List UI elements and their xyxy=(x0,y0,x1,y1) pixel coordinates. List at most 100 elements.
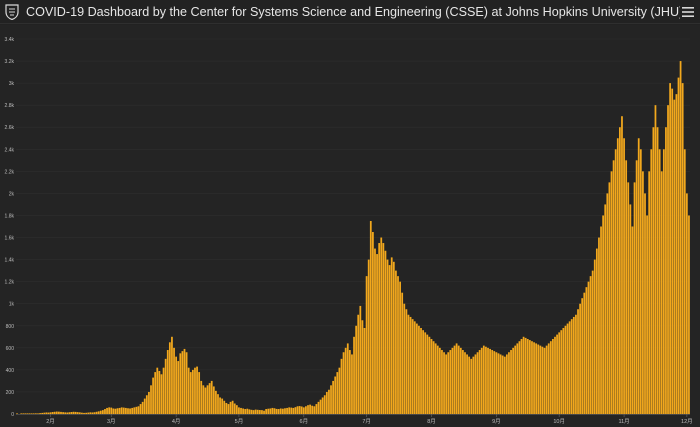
daily-case-bar[interactable] xyxy=(256,409,259,414)
daily-case-bar[interactable] xyxy=(221,398,224,414)
daily-case-bar[interactable] xyxy=(503,356,506,414)
daily-case-bar[interactable] xyxy=(45,412,48,414)
daily-case-bar[interactable] xyxy=(598,237,600,414)
daily-case-bar[interactable] xyxy=(271,407,274,414)
daily-case-bar[interactable] xyxy=(495,352,498,414)
daily-case-bar[interactable] xyxy=(526,339,529,414)
daily-case-bar[interactable] xyxy=(395,270,397,414)
daily-case-bar[interactable] xyxy=(625,160,628,414)
daily-case-bar[interactable] xyxy=(363,327,366,414)
daily-case-bar[interactable] xyxy=(198,372,201,414)
daily-case-bar[interactable] xyxy=(466,354,468,414)
daily-case-bar[interactable] xyxy=(539,345,542,414)
daily-case-bar[interactable] xyxy=(489,348,491,414)
daily-case-bar[interactable] xyxy=(95,411,98,414)
daily-case-bar[interactable] xyxy=(665,127,667,415)
daily-case-bar[interactable] xyxy=(120,407,123,414)
hamburger-menu-icon[interactable] xyxy=(680,4,696,20)
daily-case-bar[interactable] xyxy=(173,347,175,414)
daily-case-bar[interactable] xyxy=(319,399,322,414)
daily-case-bar[interactable] xyxy=(401,292,404,414)
daily-case-bar[interactable] xyxy=(577,309,579,414)
daily-case-bar[interactable] xyxy=(112,408,115,414)
daily-case-bar[interactable] xyxy=(438,347,441,414)
daily-case-bar[interactable] xyxy=(535,343,538,414)
daily-case-bar[interactable] xyxy=(83,412,85,414)
daily-case-bar[interactable] xyxy=(566,323,569,414)
daily-case-bar[interactable] xyxy=(593,259,596,414)
daily-case-bar[interactable] xyxy=(85,412,87,414)
daily-case-bar[interactable] xyxy=(552,339,554,414)
daily-case-bar[interactable] xyxy=(564,325,567,414)
daily-case-bar[interactable] xyxy=(575,314,577,414)
daily-case-bar[interactable] xyxy=(158,370,161,414)
daily-case-bar[interactable] xyxy=(677,77,680,414)
daily-case-bar[interactable] xyxy=(411,319,414,414)
daily-case-bar[interactable] xyxy=(637,138,640,414)
daily-case-bar[interactable] xyxy=(91,412,94,414)
daily-case-bar[interactable] xyxy=(66,412,69,414)
daily-case-bar[interactable] xyxy=(225,402,228,414)
daily-case-bar[interactable] xyxy=(137,406,140,414)
daily-case-bar[interactable] xyxy=(141,401,144,414)
daily-case-bar[interactable] xyxy=(392,261,395,414)
daily-case-bar[interactable] xyxy=(20,413,23,414)
daily-case-bar[interactable] xyxy=(365,276,368,414)
daily-case-bar[interactable] xyxy=(49,412,52,414)
daily-case-bar[interactable] xyxy=(376,254,378,414)
daily-case-bar[interactable] xyxy=(428,336,431,414)
daily-case-bar[interactable] xyxy=(570,319,573,414)
daily-case-bar[interactable] xyxy=(510,350,512,414)
daily-case-bar[interactable] xyxy=(223,400,226,414)
daily-case-bar[interactable] xyxy=(409,316,412,414)
daily-case-bar[interactable] xyxy=(64,412,67,414)
daily-case-bar[interactable] xyxy=(288,407,291,414)
daily-case-bar[interactable] xyxy=(39,413,41,414)
daily-case-bar[interactable] xyxy=(254,409,257,414)
daily-case-bar[interactable] xyxy=(196,366,198,414)
daily-case-bar[interactable] xyxy=(380,237,383,414)
daily-case-bar[interactable] xyxy=(353,336,355,414)
daily-case-bar[interactable] xyxy=(621,116,623,415)
daily-case-bar[interactable] xyxy=(441,350,443,414)
daily-case-bar[interactable] xyxy=(602,215,605,414)
daily-case-bar[interactable] xyxy=(493,351,496,414)
daily-case-bar[interactable] xyxy=(215,390,217,414)
daily-case-bar[interactable] xyxy=(55,411,58,414)
daily-case-bar[interactable] xyxy=(246,408,249,414)
daily-case-bar[interactable] xyxy=(202,385,205,414)
daily-case-bar[interactable] xyxy=(235,405,238,414)
daily-case-bar[interactable] xyxy=(449,350,452,414)
daily-case-bar[interactable] xyxy=(587,281,590,414)
daily-case-bar[interactable] xyxy=(177,361,180,414)
daily-case-bar[interactable] xyxy=(522,336,525,414)
daily-case-bar[interactable] xyxy=(302,407,305,414)
daily-case-bar[interactable] xyxy=(330,385,332,414)
daily-case-bar[interactable] xyxy=(76,412,79,415)
daily-case-bar[interactable] xyxy=(685,193,688,414)
daily-case-bar[interactable] xyxy=(342,352,345,414)
daily-case-bar[interactable] xyxy=(108,407,111,414)
daily-case-bar[interactable] xyxy=(313,406,316,414)
daily-case-bar[interactable] xyxy=(415,323,418,414)
daily-case-bar[interactable] xyxy=(374,248,376,414)
daily-case-bar[interactable] xyxy=(648,171,651,414)
daily-case-bar[interactable] xyxy=(133,407,136,414)
daily-case-bar[interactable] xyxy=(323,395,326,414)
daily-case-bar[interactable] xyxy=(332,380,334,414)
daily-case-bar[interactable] xyxy=(403,303,406,414)
daily-case-bar[interactable] xyxy=(68,412,71,414)
daily-case-bar[interactable] xyxy=(311,405,314,414)
daily-case-bar[interactable] xyxy=(612,160,615,414)
daily-case-bar[interactable] xyxy=(60,411,62,414)
daily-case-bar[interactable] xyxy=(462,350,464,414)
daily-case-bar[interactable] xyxy=(252,410,255,414)
daily-case-bar[interactable] xyxy=(388,265,391,414)
daily-case-bar[interactable] xyxy=(382,243,385,414)
daily-case-bar[interactable] xyxy=(476,352,479,414)
daily-case-bar[interactable] xyxy=(623,138,625,414)
daily-case-bar[interactable] xyxy=(41,412,44,414)
daily-case-bar[interactable] xyxy=(453,345,456,414)
daily-case-bar[interactable] xyxy=(334,376,337,415)
daily-case-bar[interactable] xyxy=(608,182,611,414)
